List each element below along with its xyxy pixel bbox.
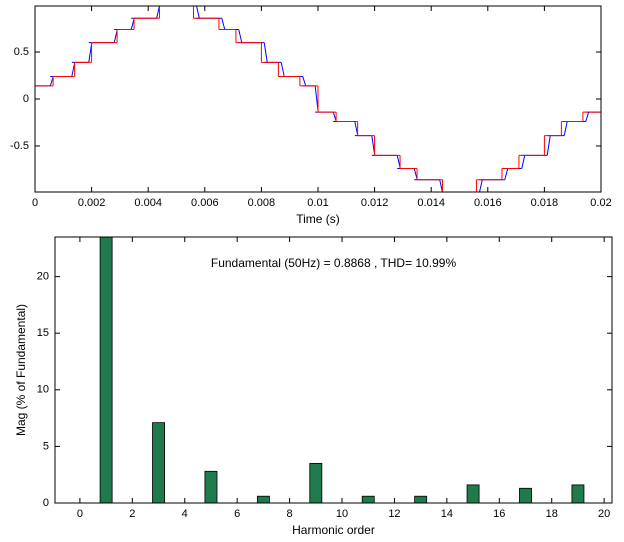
x-tick-label: 0.016 <box>474 197 502 209</box>
y-tick-label: 15 <box>37 327 49 339</box>
y-tick-label: 0.5 <box>14 46 29 58</box>
plot-frame <box>54 236 613 504</box>
x-tick-label: 4 <box>182 508 188 520</box>
x-tick-label: 10 <box>336 508 348 520</box>
x-tick-label: 0 <box>32 197 38 209</box>
y-tick-label: -0.5 <box>10 140 29 152</box>
plot-area <box>55 237 612 503</box>
x-tick-label: 16 <box>493 508 505 520</box>
step-riser <box>563 121 568 136</box>
x-tick-label: 20 <box>598 508 610 520</box>
step-riser <box>504 168 509 180</box>
bar <box>361 495 375 503</box>
step-riser <box>302 76 307 87</box>
x-tick-label: 8 <box>287 508 293 520</box>
x-tick-label: 14 <box>441 508 453 520</box>
step-riser <box>521 155 526 169</box>
y-axis-label: Mag (% of Fundamental) <box>14 304 28 436</box>
x-tick-label: 0.018 <box>531 197 559 209</box>
chart-title: Fundamental (50Hz) = 0.8868 , THD= 10.99… <box>211 256 457 270</box>
bar <box>204 470 218 503</box>
x-tick-label: 0.012 <box>361 197 389 209</box>
step-riser <box>585 111 590 122</box>
plot-marks <box>35 6 601 192</box>
x-axis-label: Harmonic order <box>292 523 375 537</box>
x-tick-label: 0.01 <box>307 197 328 209</box>
x-tick-label: 0 <box>77 508 83 520</box>
step-riser <box>196 6 200 19</box>
bar <box>309 462 323 503</box>
x-tick-label: 0.02 <box>590 197 611 209</box>
step-riser <box>238 29 243 43</box>
step-riser <box>479 179 483 192</box>
y-tick-label: 10 <box>37 384 49 396</box>
bar <box>519 487 532 503</box>
step-riser <box>280 62 285 77</box>
step-riser <box>221 18 226 30</box>
x-tick-label: 0.014 <box>417 197 445 209</box>
x-tick-label: 2 <box>129 508 135 520</box>
bar <box>152 422 165 503</box>
x-tick-label: 6 <box>234 508 240 520</box>
bar <box>256 495 270 503</box>
x-tick-label: 0.008 <box>248 197 276 209</box>
bar <box>414 495 428 503</box>
y-tick-label: 0 <box>23 93 29 105</box>
y-tick-label: 0 <box>43 497 49 509</box>
x-axis-label: Time (s) <box>296 212 340 226</box>
bar <box>466 484 480 503</box>
step-riser <box>546 135 551 156</box>
x-tick-label: 0.006 <box>191 197 219 209</box>
x-tick-label: 12 <box>388 508 400 520</box>
y-tick-label: 20 <box>37 271 49 283</box>
plot-marks <box>99 237 585 503</box>
x-tick-label: 18 <box>546 508 558 520</box>
y-tick-label: 5 <box>43 440 49 452</box>
x-tick-label: 0.002 <box>78 197 106 209</box>
bar <box>99 237 113 503</box>
bar <box>571 484 585 503</box>
step-riser <box>263 42 268 63</box>
x-tick-label: 0.004 <box>134 197 162 209</box>
